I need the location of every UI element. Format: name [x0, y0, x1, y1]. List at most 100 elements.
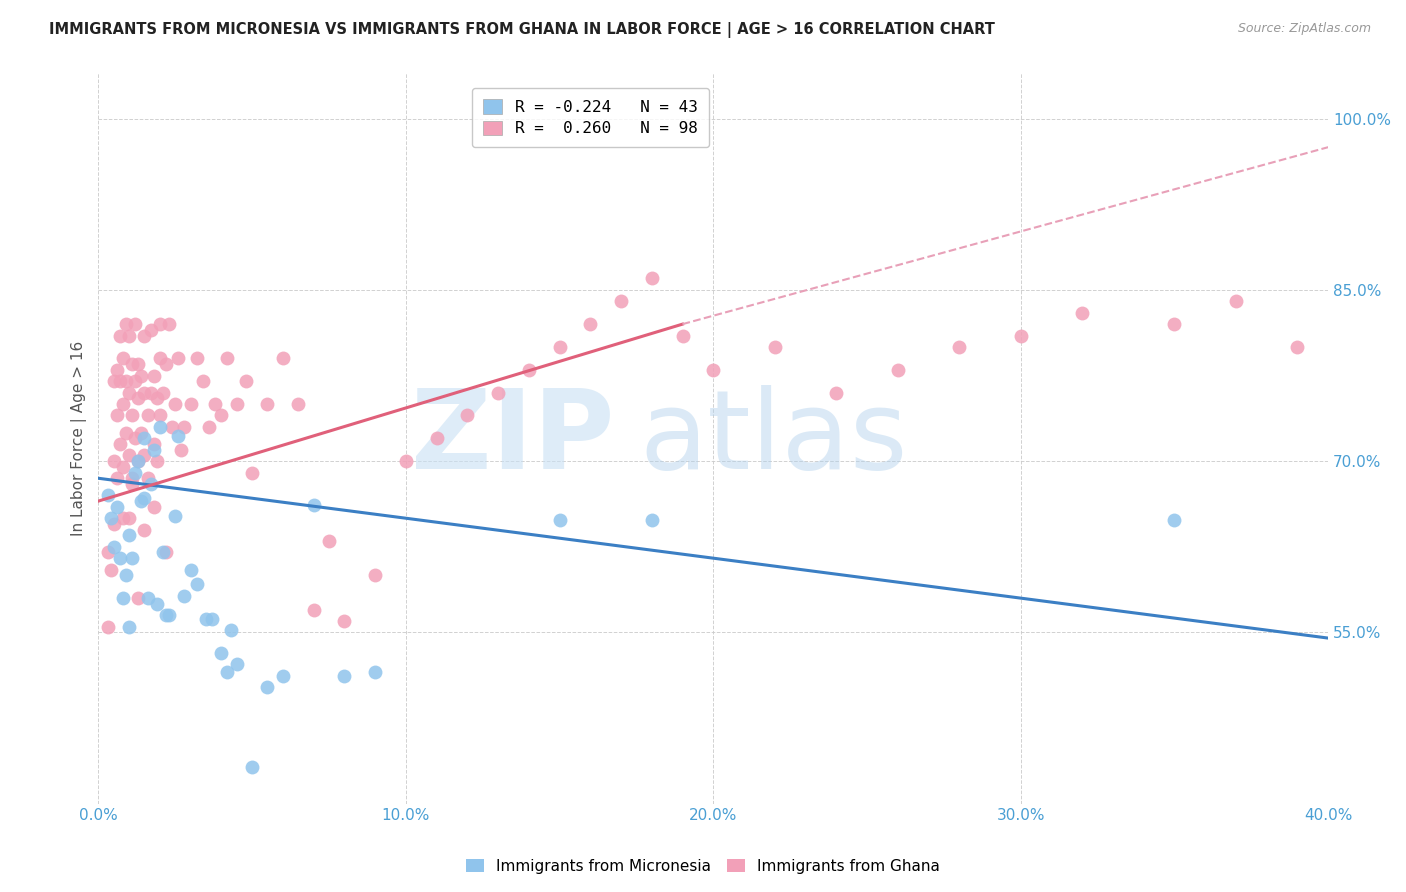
Point	[217, 351, 239, 366]
Point	[111, 351, 134, 366]
Point	[118, 620, 141, 634]
Point	[103, 454, 125, 468]
Point	[136, 591, 159, 606]
Point	[256, 680, 278, 694]
Point	[157, 317, 180, 331]
Point	[121, 551, 143, 566]
Point	[579, 317, 602, 331]
Point	[186, 351, 208, 366]
Point	[395, 454, 418, 468]
Point	[170, 442, 193, 457]
Point	[127, 357, 149, 371]
Point	[121, 357, 143, 371]
Point	[517, 363, 540, 377]
Point	[152, 545, 174, 559]
Point	[155, 357, 177, 371]
Point	[165, 508, 187, 523]
Point	[1010, 328, 1032, 343]
Point	[209, 646, 232, 660]
Point	[287, 397, 309, 411]
Point	[486, 385, 509, 400]
Point	[302, 498, 325, 512]
Point	[108, 328, 131, 343]
Point	[201, 612, 224, 626]
Point	[240, 760, 263, 774]
Point	[131, 425, 153, 440]
Point	[191, 374, 214, 388]
Point	[271, 669, 294, 683]
Point	[142, 442, 165, 457]
Point	[121, 477, 143, 491]
Point	[111, 511, 134, 525]
Point	[145, 392, 167, 406]
Point	[149, 351, 172, 366]
Point	[1286, 340, 1309, 354]
Point	[111, 591, 134, 606]
Point	[115, 568, 138, 582]
Point	[105, 500, 128, 514]
Point	[142, 437, 165, 451]
Point	[131, 368, 153, 383]
Point	[134, 385, 156, 400]
Point	[108, 374, 131, 388]
Point	[131, 494, 153, 508]
Point	[100, 511, 122, 525]
Point	[209, 409, 232, 423]
Point	[825, 385, 848, 400]
Point	[115, 317, 138, 331]
Point	[136, 409, 159, 423]
Point	[167, 351, 190, 366]
Point	[145, 597, 167, 611]
Point	[139, 323, 162, 337]
Point	[139, 477, 162, 491]
Legend: R = -0.224   N = 43, R =  0.260   N = 98: R = -0.224 N = 43, R = 0.260 N = 98	[471, 88, 709, 147]
Point	[763, 340, 786, 354]
Point	[103, 540, 125, 554]
Point	[180, 397, 202, 411]
Point	[256, 397, 278, 411]
Point	[97, 620, 120, 634]
Point	[111, 397, 134, 411]
Point	[271, 351, 294, 366]
Point	[105, 471, 128, 485]
Point	[149, 317, 172, 331]
Point	[173, 420, 195, 434]
Point	[610, 294, 633, 309]
Point	[142, 500, 165, 514]
Point	[115, 425, 138, 440]
Point	[152, 385, 174, 400]
Point	[1225, 294, 1247, 309]
Point	[149, 409, 172, 423]
Point	[1163, 317, 1185, 331]
Point	[318, 534, 340, 549]
Point	[641, 514, 664, 528]
Y-axis label: In Labor Force | Age > 16: In Labor Force | Age > 16	[72, 341, 87, 536]
Point	[225, 657, 247, 672]
Point	[186, 577, 208, 591]
Text: atlas: atlas	[640, 384, 908, 491]
Point	[103, 374, 125, 388]
Point	[118, 449, 141, 463]
Point	[127, 591, 149, 606]
Point	[1163, 514, 1185, 528]
Point	[165, 397, 187, 411]
Point	[124, 466, 146, 480]
Point	[127, 454, 149, 468]
Point	[240, 466, 263, 480]
Point	[302, 602, 325, 616]
Point	[180, 563, 202, 577]
Point	[115, 374, 138, 388]
Point	[333, 614, 356, 628]
Text: Source: ZipAtlas.com: Source: ZipAtlas.com	[1237, 22, 1371, 36]
Point	[124, 317, 146, 331]
Point	[160, 420, 183, 434]
Point	[134, 328, 156, 343]
Point	[948, 340, 970, 354]
Point	[134, 523, 156, 537]
Point	[127, 454, 149, 468]
Point	[364, 568, 387, 582]
Point	[173, 589, 195, 603]
Text: IMMIGRANTS FROM MICRONESIA VS IMMIGRANTS FROM GHANA IN LABOR FORCE | AGE > 16 CO: IMMIGRANTS FROM MICRONESIA VS IMMIGRANTS…	[49, 22, 995, 38]
Point	[225, 397, 247, 411]
Point	[155, 545, 177, 559]
